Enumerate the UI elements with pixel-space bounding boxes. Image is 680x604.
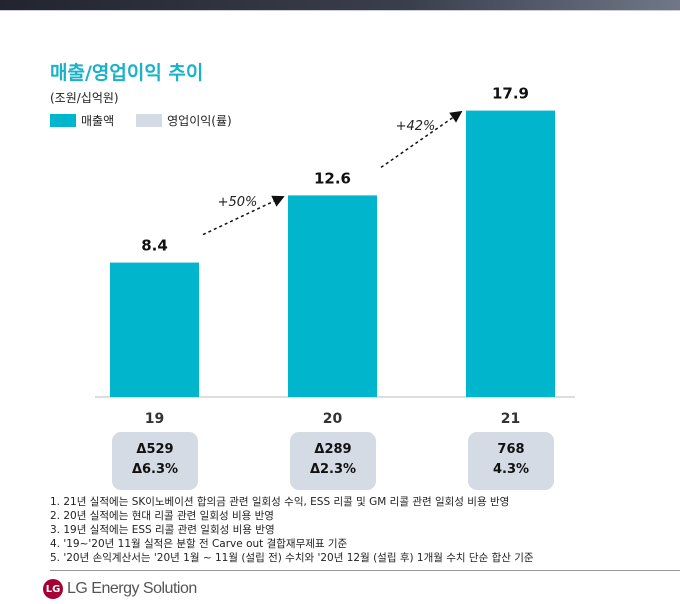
footer-divider [50,570,680,571]
logo-text: LG Energy Solution [67,580,197,597]
growth-label: +50% [218,195,258,210]
operating-margin: Δ6.3% [131,462,179,477]
growth-label: +42% [396,119,436,134]
legend-label-sales: 매출액 [81,114,115,128]
top-divider [0,10,680,11]
unit-label: (조원/십억원) [50,91,119,105]
bar-20 [288,195,377,397]
bar-19 [110,262,199,397]
footnote: 1. 21년 실적에는 SK이노베이션 합의금 관련 일회성 수익, ESS 리… [50,496,510,508]
legend-swatch-sales [50,114,76,127]
legend: 매출액 영업이익(률) [50,112,232,129]
footnotes: 1. 21년 실적에는 SK이노베이션 합의금 관련 일회성 수익, ESS 리… [50,495,534,565]
legend-label-op: 영업이익(률) [167,114,232,128]
footnote: 5. '20년 손익계산서는 '20년 1월 ~ 11월 (설립 전) 수치와 … [50,552,534,564]
footnote: 2. 20년 실적에는 현대 리콜 관련 일회성 비용 반영 [50,510,274,522]
operating-profit-value: Δ529 [136,442,174,457]
company-logo: LG LG Energy Solution [43,579,197,599]
operating-profit-value: 768 [497,442,525,457]
operating-profit-box: 768 4.3% [468,432,554,490]
growth-arrow [202,195,285,236]
lg-logo-icon: LG [43,579,63,599]
operating-margin: 4.3% [492,462,530,477]
top-bar [0,0,680,10]
legend-swatch-op [136,114,163,127]
bar-21 [466,110,555,397]
data-label: 17.9 [492,85,529,103]
operating-profit-value: Δ289 [314,442,352,457]
growth-arrow [380,110,463,169]
data-label: 12.6 [314,169,351,187]
x-tick-label: 19 [145,411,164,427]
footnote: 4. '19~'20년 11월 실적은 분할 전 Carve out 결합재무제… [50,538,348,550]
operating-profit-box: Δ289 Δ2.3% [290,432,376,490]
footnote: 3. 19년 실적에는 ESS 리콜 관련 일회성 비용 반영 [50,524,275,536]
x-tick-label: 20 [323,411,343,427]
x-tick-label: 21 [501,411,520,427]
operating-margin: Δ2.3% [309,462,357,477]
operating-profit-box: Δ529 Δ6.3% [112,432,198,490]
data-label: 8.4 [141,237,168,255]
chart-title: 매출/영업이익 추이 [50,62,204,84]
